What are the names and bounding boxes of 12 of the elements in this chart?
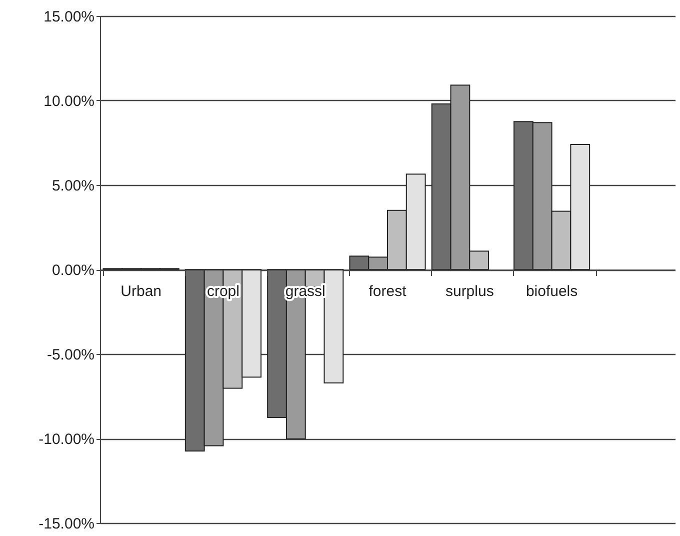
x-tick-label: grassl (285, 283, 326, 300)
y-tick-label: -15.00% (38, 516, 94, 532)
y-tick-label: 10.00% (44, 93, 94, 110)
x-tick-label: biofuels (526, 283, 578, 300)
y-tick-label: 5.00% (52, 178, 94, 194)
y-tick-label: 0.00% (52, 262, 94, 279)
y-tick-label: 15.00% (44, 8, 94, 26)
x-tick-label: Urban (120, 283, 162, 300)
y-tick-label: -10.00% (38, 431, 94, 448)
y-tick-label: -5.00% (46, 346, 94, 364)
x-tick-label: surplus (445, 283, 494, 300)
x-tick-label: forest (368, 283, 408, 300)
